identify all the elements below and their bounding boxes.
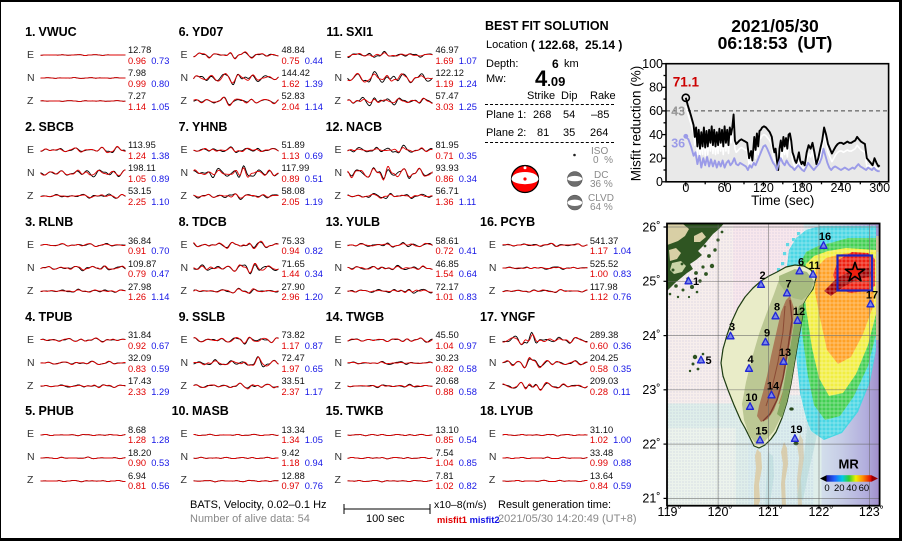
svg-text:22˚: 22˚ bbox=[642, 437, 660, 451]
svg-text:36: 36 bbox=[671, 137, 685, 151]
svg-text:180: 180 bbox=[792, 181, 813, 195]
svg-text:123˚: 123˚ bbox=[859, 505, 884, 519]
svg-text:19: 19 bbox=[790, 424, 802, 436]
svg-text:14: 14 bbox=[767, 381, 780, 393]
svg-text:21˚: 21˚ bbox=[642, 492, 660, 506]
svg-text:17: 17 bbox=[866, 290, 878, 302]
svg-text:20: 20 bbox=[649, 152, 663, 166]
svg-text:25˚: 25˚ bbox=[642, 275, 660, 289]
svg-text:3: 3 bbox=[729, 322, 735, 334]
svg-text:100: 100 bbox=[642, 57, 663, 71]
svg-text:10: 10 bbox=[745, 392, 757, 404]
svg-text:60: 60 bbox=[718, 181, 732, 195]
svg-text:60: 60 bbox=[649, 104, 663, 118]
svg-text:40: 40 bbox=[846, 483, 857, 494]
svg-text:40: 40 bbox=[649, 128, 663, 142]
svg-text:1: 1 bbox=[693, 276, 699, 288]
svg-text:120: 120 bbox=[753, 181, 774, 195]
svg-text:15: 15 bbox=[755, 426, 767, 438]
svg-text:11: 11 bbox=[809, 260, 821, 272]
svg-text:9: 9 bbox=[764, 328, 770, 340]
svg-text:43: 43 bbox=[671, 105, 685, 119]
svg-text:0: 0 bbox=[656, 175, 663, 189]
svg-text:8: 8 bbox=[774, 302, 780, 314]
svg-text:20: 20 bbox=[834, 483, 845, 494]
svg-text:6: 6 bbox=[798, 257, 804, 269]
svg-text:300: 300 bbox=[869, 181, 890, 195]
svg-text:60: 60 bbox=[859, 483, 870, 494]
svg-text:119˚: 119˚ bbox=[658, 505, 682, 519]
svg-text:120˚: 120˚ bbox=[708, 505, 733, 519]
svg-text:MR: MR bbox=[839, 457, 860, 472]
svg-text:Time (sec): Time (sec) bbox=[751, 193, 814, 208]
svg-text:5: 5 bbox=[706, 355, 712, 367]
svg-text:2: 2 bbox=[759, 270, 765, 282]
svg-text:13: 13 bbox=[779, 347, 791, 359]
svg-text:23˚: 23˚ bbox=[642, 383, 660, 397]
svg-text:71.1: 71.1 bbox=[673, 75, 700, 90]
svg-text:7: 7 bbox=[785, 279, 791, 291]
svg-text:12: 12 bbox=[793, 306, 805, 318]
svg-text:16: 16 bbox=[819, 231, 831, 243]
svg-text:4: 4 bbox=[747, 354, 754, 366]
svg-text:122˚: 122˚ bbox=[808, 505, 833, 519]
svg-text:0: 0 bbox=[682, 181, 689, 195]
svg-text:0: 0 bbox=[824, 483, 829, 494]
svg-text:24˚: 24˚ bbox=[642, 329, 660, 343]
svg-text:26˚: 26˚ bbox=[642, 220, 660, 234]
svg-text:121˚: 121˚ bbox=[758, 505, 783, 519]
svg-text:240: 240 bbox=[830, 181, 851, 195]
svg-text:80: 80 bbox=[649, 81, 663, 95]
